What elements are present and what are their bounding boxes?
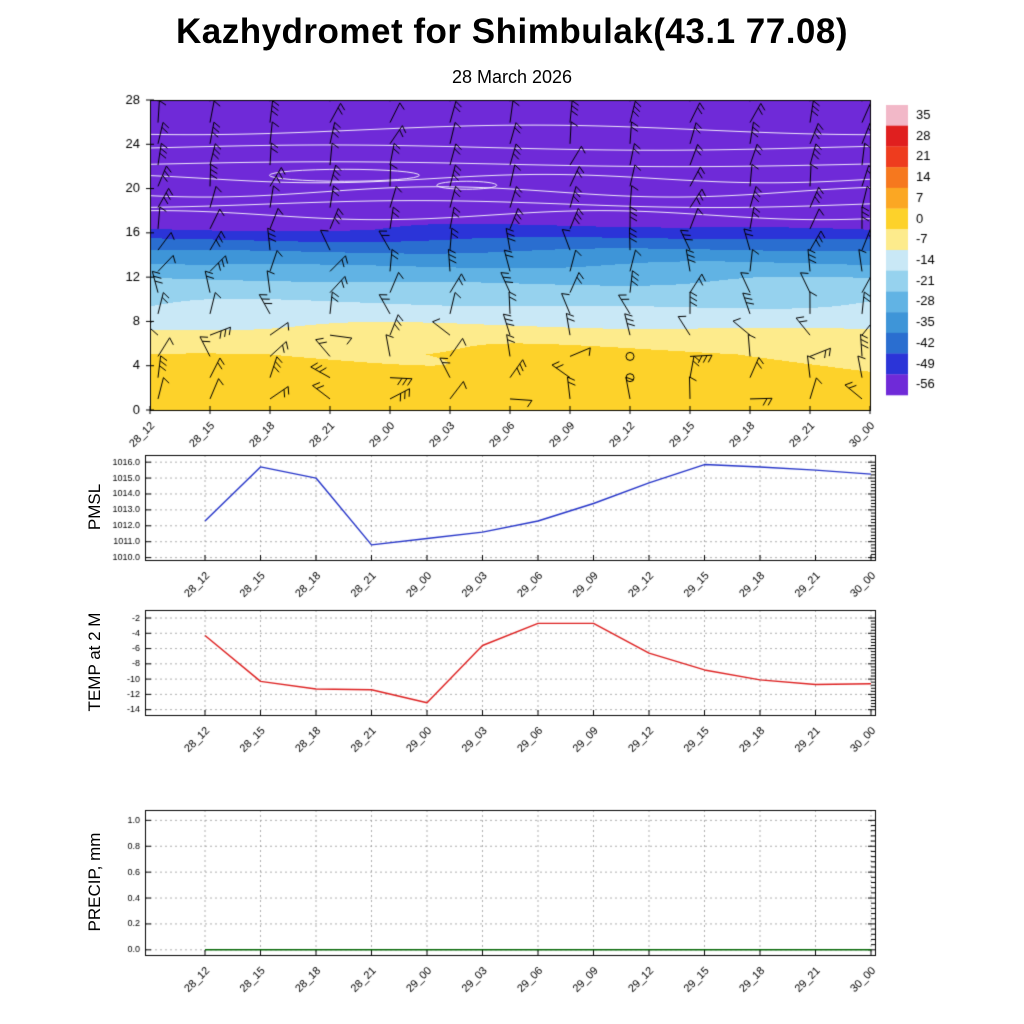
pmsl-chart [0,448,1024,623]
cross-section-temperature-wind-chart [0,92,1024,462]
chart-date-subtitle: 28 March 2026 [451,67,573,87]
page-title: Kazhydromet for Shimbulak(43.1 77.08) [175,12,849,51]
temp-2m-chart [0,603,1024,778]
precip-chart [0,800,1024,1024]
